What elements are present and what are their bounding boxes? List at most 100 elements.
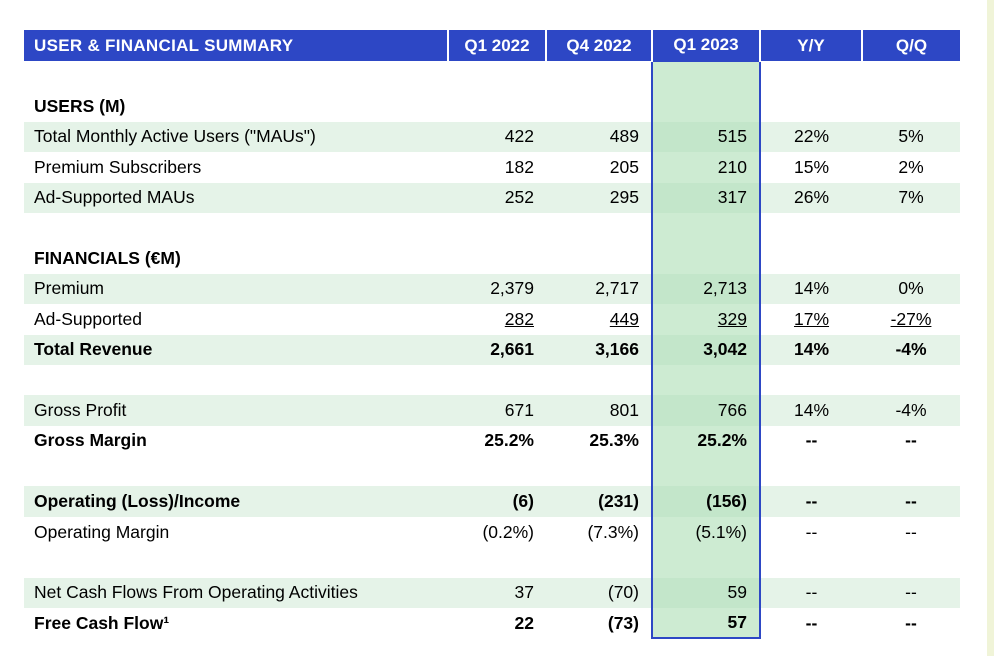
spacer-row (24, 456, 960, 487)
cell-value (862, 456, 960, 486)
spacer-row (24, 212, 960, 244)
cell-value (760, 243, 862, 273)
cell-value-highlighted: 3,042 (651, 334, 761, 365)
table-body: USERS (M) Total Monthly Active Users ("MA… (24, 59, 960, 640)
cell-value (448, 365, 546, 395)
row-label (24, 213, 448, 243)
spacer-row (24, 59, 960, 92)
cell-value (448, 213, 546, 243)
cell-value: 671 (448, 395, 546, 426)
row-label (24, 61, 448, 91)
financial-summary-table: USER & FINANCIAL SUMMARY Q1 2022 Q4 2022… (24, 30, 960, 640)
cell-value: -- (905, 612, 917, 633)
cell-value: (231) (546, 486, 652, 517)
cell-value (448, 91, 546, 121)
cell-value: 205 (609, 156, 639, 177)
cell-value (448, 61, 546, 91)
table-title: USER & FINANCIAL SUMMARY (24, 30, 448, 61)
cell-value: 17% (793, 308, 830, 329)
cell-value (448, 456, 546, 486)
cell-value-highlighted (651, 91, 761, 122)
row-label: Ad-Supported MAUs (24, 182, 448, 213)
cell-value: 801 (546, 395, 652, 426)
cell-value: -- (760, 577, 862, 609)
cell-value: -- (862, 486, 960, 517)
cell-value: 2,379 (448, 273, 546, 305)
row-label: Operating (Loss)/Income (24, 486, 448, 517)
cell-value: -4% (862, 395, 960, 426)
cell-value-highlighted: 766 (651, 395, 761, 426)
cell-value: 449 (609, 308, 639, 329)
row-label (24, 456, 448, 486)
page-edge-strip (987, 0, 994, 656)
row-label: Ad-Supported (34, 308, 142, 329)
row-label: Gross Profit (24, 395, 448, 426)
row-label: Total Monthly Active Users ("MAUs") (24, 121, 448, 153)
cell-value: (7.3%) (587, 521, 639, 542)
cell-value (448, 243, 546, 273)
cell-value: 0% (862, 273, 960, 305)
col-header-qq: Q/Q (861, 30, 960, 61)
cell-value: -- (905, 430, 917, 451)
cell-value (546, 243, 652, 273)
row-label (24, 547, 448, 577)
cell-value: -- (760, 486, 862, 517)
cell-value (448, 547, 546, 577)
table-row: Ad-Supported 282 449 329 17% -27% (24, 304, 960, 335)
cell-value-highlighted: 515 (651, 121, 761, 153)
col-header-q4-2022: Q4 2022 (545, 30, 652, 61)
spacer-row (24, 364, 960, 396)
header-row: USER & FINANCIAL SUMMARY Q1 2022 Q4 2022… (24, 30, 960, 61)
cell-value-highlighted (651, 364, 761, 396)
cell-value: (70) (546, 577, 652, 609)
cell-value (862, 547, 960, 577)
table-row: Free Cash Flow¹ 22 (73) 57 -- -- (24, 608, 960, 640)
cell-value (546, 365, 652, 395)
cell-value: -- (805, 521, 818, 542)
cell-value: 14% (760, 273, 862, 305)
row-label: Premium Subscribers (34, 156, 202, 177)
cell-value: 25.2% (484, 430, 534, 451)
cell-value: 37 (448, 577, 546, 609)
row-label: Free Cash Flow¹ (34, 612, 170, 633)
cell-value: 295 (546, 182, 652, 213)
cell-value: 7% (862, 182, 960, 213)
cell-value (546, 213, 652, 243)
cell-value-highlighted (651, 59, 761, 92)
section-heading: FINANCIALS (€M) (34, 248, 181, 269)
table-row: Total Monthly Active Users ("MAUs") 422 48… (24, 121, 960, 153)
cell-value: 22 (514, 612, 534, 633)
cell-value-highlighted: 57 (651, 608, 761, 640)
cell-value: 25.3% (589, 430, 639, 451)
cell-value (862, 61, 960, 91)
cell-value (862, 365, 960, 395)
cell-value-highlighted: 2,713 (651, 273, 761, 305)
cell-value: (0.2%) (482, 521, 534, 542)
cell-value (760, 91, 862, 121)
cell-value-highlighted (651, 456, 761, 487)
cell-value: 2% (898, 156, 924, 177)
row-label: Premium (24, 273, 448, 305)
cell-value-highlighted (651, 243, 761, 274)
cell-value-highlighted (651, 547, 761, 578)
section-heading: USERS (M) (34, 96, 126, 117)
cell-value (862, 91, 960, 121)
cell-value: 3,166 (546, 334, 652, 365)
cell-value (546, 61, 652, 91)
cell-value (760, 213, 862, 243)
table-row: Ad-Supported MAUs 252 295 317 26% 7% (24, 182, 960, 213)
cell-value (760, 365, 862, 395)
table-row: Total Revenue 2,661 3,166 3,042 14% -4% (24, 334, 960, 365)
cell-value (546, 91, 652, 121)
cell-value-highlighted: (5.1%) (651, 516, 761, 548)
cell-value: 2,661 (448, 334, 546, 365)
table-row: Net Cash Flows From Operating Activities… (24, 577, 960, 609)
cell-value (546, 456, 652, 486)
col-header-q1-2022: Q1 2022 (447, 30, 546, 61)
cell-value: -- (805, 612, 818, 633)
cell-value: 14% (760, 395, 862, 426)
cell-value: 5% (862, 121, 960, 153)
section-row: FINANCIALS (€M) (24, 243, 960, 274)
cell-value: (6) (448, 486, 546, 517)
cell-value: -- (905, 521, 917, 542)
